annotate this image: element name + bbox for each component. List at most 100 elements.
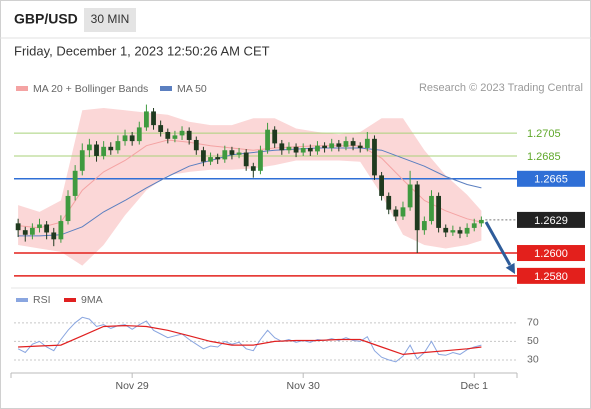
- legend-label: MA 20 + Bollinger Bands: [33, 83, 148, 95]
- x-tick-label: Nov 29: [116, 380, 149, 392]
- candle-body: [215, 157, 221, 160]
- candle-body: [429, 195, 434, 222]
- legend-swatch: [16, 298, 28, 302]
- legend-label: 9MA: [81, 294, 103, 306]
- candle-body: [79, 150, 85, 171]
- candle-body: [464, 227, 470, 234]
- level-label-box: [517, 245, 585, 262]
- candle-body: [478, 219, 484, 224]
- legend-label: MA 50: [177, 83, 207, 95]
- candle-body: [165, 131, 171, 139]
- arrow-shaft: [484, 221, 512, 266]
- candle-body: [443, 227, 449, 233]
- candle-body: [94, 144, 99, 156]
- candle-body: [250, 166, 256, 171]
- candle-body: [343, 141, 349, 147]
- candle-body: [336, 143, 342, 147]
- rsi-panel: 30 50 70 RSI 9MA Nov 29 Nov 30 Dec 1: [10, 294, 539, 392]
- candle-body: [279, 143, 285, 151]
- candle-body: [136, 127, 142, 142]
- candle-body: [158, 125, 164, 132]
- candle-body: [315, 145, 320, 152]
- candle-body: [129, 135, 135, 142]
- candle-body: [208, 157, 213, 162]
- candle-body: [272, 129, 278, 144]
- source: Research © 2023 Trading Central: [419, 82, 583, 94]
- candle-body: [307, 147, 313, 152]
- candle-body: [436, 195, 442, 228]
- candle-body: [58, 221, 64, 240]
- candle-body: [400, 207, 406, 217]
- candle-body: [450, 230, 456, 233]
- candle-body: [37, 224, 42, 228]
- candle-body: [258, 150, 263, 171]
- candle-body: [186, 130, 192, 140]
- candle-body: [236, 152, 242, 155]
- candle-body: [29, 227, 35, 235]
- candle-body: [51, 232, 57, 240]
- candle-body: [172, 135, 178, 139]
- candle-body: [108, 146, 114, 151]
- level-label: 1.2580: [534, 271, 568, 283]
- x-tick-label: Nov 30: [287, 380, 320, 392]
- y-tick-label: 30: [527, 354, 539, 366]
- level-label: 1.2705: [527, 128, 561, 140]
- candle-body: [65, 195, 71, 222]
- candle-body: [414, 184, 420, 231]
- candle-body: [229, 150, 235, 155]
- forecast-arrow: [484, 221, 515, 274]
- level-label-box: [517, 211, 585, 228]
- x-tick-label: Dec 1: [461, 380, 489, 392]
- level-label-box: [517, 170, 585, 187]
- level-label: 1.2629: [534, 215, 568, 227]
- candle-body: [115, 141, 121, 151]
- candle-body: [329, 143, 335, 148]
- candle-body: [122, 135, 128, 142]
- level-label-box: [517, 267, 585, 284]
- candle-body: [222, 150, 228, 160]
- series-line: [18, 324, 482, 356]
- legend-swatch: [160, 86, 172, 91]
- candle-body: [151, 111, 156, 126]
- candle-body: [386, 195, 392, 210]
- arrow-head: [505, 262, 515, 274]
- candle-body: [144, 111, 149, 128]
- candle-body: [15, 223, 21, 231]
- ma-line: [18, 147, 482, 237]
- timeframe: 30 MIN: [91, 12, 130, 26]
- chart-title: GBP/USD: [14, 11, 78, 27]
- candle-body: [179, 130, 185, 136]
- candle-body: [22, 230, 28, 235]
- timeframe-box: [84, 8, 136, 32]
- subtitle: Friday, December 1, 2023 12:50:26 AM CET: [14, 43, 270, 58]
- candle-body: [350, 141, 356, 146]
- legend-swatch: [64, 298, 76, 302]
- price-panel: 1.2705 1.2685 1.2665 1.2629 1.2600 1.2580 MA 2…: [14, 83, 585, 284]
- candle-body: [457, 230, 463, 234]
- y-tick-label: 50: [527, 335, 539, 347]
- y-tick-label: 70: [527, 317, 539, 329]
- candle-body: [421, 221, 427, 231]
- candle-body: [265, 129, 270, 151]
- level-label: 1.2685: [527, 151, 561, 163]
- candle-body: [44, 224, 50, 233]
- candle-body: [364, 138, 370, 148]
- candle-body: [379, 175, 384, 196]
- candle-body: [322, 145, 327, 148]
- candle-body: [300, 147, 306, 153]
- candle-body: [372, 138, 377, 176]
- level-label: 1.2600: [534, 248, 568, 260]
- candle-body: [293, 146, 299, 153]
- level-label: 1.2665: [534, 174, 568, 186]
- legend-swatch: [16, 86, 28, 91]
- candle-body: [286, 146, 292, 151]
- candle-body: [86, 144, 92, 151]
- candle-body: [101, 146, 107, 156]
- legend-label: RSI: [33, 294, 51, 306]
- candle-body: [471, 223, 477, 228]
- candle-body: [357, 145, 363, 148]
- candle-body: [407, 184, 413, 208]
- candle-body: [193, 139, 199, 151]
